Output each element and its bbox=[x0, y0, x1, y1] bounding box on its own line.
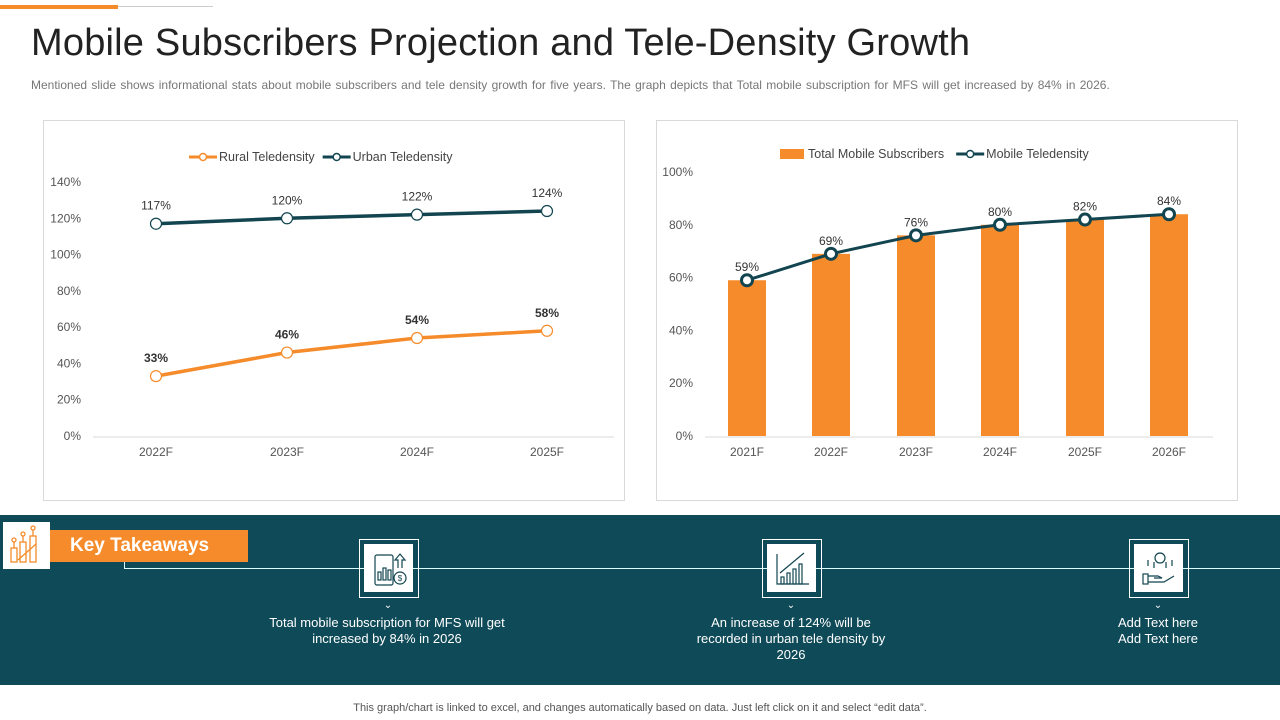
data-point bbox=[410, 208, 424, 221]
takeaway-node-2 bbox=[762, 539, 822, 598]
subscribers-chart-svg: 0% 20% 40% 60% 80% 100% 2021F 2022F 2023F 2024F 20… bbox=[662, 147, 1213, 459]
y-tick-label: 80% bbox=[669, 218, 693, 232]
connector-tick bbox=[124, 562, 125, 569]
chevron-down-icon: ⌄ bbox=[1153, 600, 1163, 611]
y-tick-label: 140% bbox=[50, 175, 81, 189]
data-point bbox=[149, 217, 163, 230]
hand-coin-icon bbox=[1142, 552, 1175, 585]
data-label: 58% bbox=[535, 306, 559, 320]
y-tick-label: 20% bbox=[57, 393, 81, 407]
y-tick-label: 0% bbox=[64, 429, 82, 443]
data-label: 33% bbox=[144, 351, 168, 365]
data-label: 54% bbox=[405, 313, 429, 327]
y-tick-label: 80% bbox=[57, 284, 81, 298]
data-label: 82% bbox=[1073, 200, 1097, 214]
data-point bbox=[909, 228, 923, 243]
connector-line bbox=[124, 568, 1280, 569]
takeaway-text-2: An increase of 124% will be recorded in … bbox=[696, 615, 886, 662]
data-point bbox=[824, 246, 838, 261]
bar bbox=[897, 235, 935, 436]
data-label: 122% bbox=[402, 190, 433, 204]
x-tick-label: 2024F bbox=[400, 445, 434, 459]
legend-label: Urban Teledensity bbox=[353, 150, 454, 164]
page-title: Mobile Subscribers Projection and Tele-D… bbox=[31, 22, 971, 64]
footer-note: This graph/chart is linked to excel, and… bbox=[353, 702, 927, 714]
data-label: 84% bbox=[1157, 194, 1181, 208]
data-point bbox=[280, 346, 294, 359]
accent-line bbox=[118, 6, 213, 7]
bar bbox=[1066, 219, 1104, 436]
takeaway-node-1: $ bbox=[359, 539, 419, 598]
x-tick-label: 2022F bbox=[139, 445, 173, 459]
bar bbox=[981, 224, 1019, 436]
teledensity-chart-svg: 0% 20% 40% 60% 80% 100% 120% 140% 2022F 2023F 2024… bbox=[50, 150, 614, 459]
key-takeaways-label: Key Takeaways bbox=[50, 530, 248, 562]
mobile-chart-dollar-icon: $ bbox=[374, 553, 407, 586]
legend-marker bbox=[198, 152, 208, 162]
takeaway-node-3 bbox=[1129, 539, 1189, 598]
chevron-down-icon: ⌄ bbox=[383, 600, 393, 611]
x-tick-label: 2026F bbox=[1152, 445, 1186, 459]
y-tick-label: 20% bbox=[669, 376, 693, 390]
svg-text:$: $ bbox=[398, 574, 403, 583]
data-point bbox=[280, 212, 294, 225]
legend-marker bbox=[332, 152, 341, 162]
data-point bbox=[540, 324, 554, 337]
data-point bbox=[410, 331, 424, 345]
legend-label: Rural Teledensity bbox=[219, 150, 315, 164]
takeaway-text-3: Add Text here Add Text here bbox=[1118, 615, 1198, 646]
y-tick-label: 60% bbox=[57, 320, 81, 334]
legend-label: Total Mobile Subscribers bbox=[808, 147, 944, 161]
y-tick-label: 60% bbox=[669, 271, 693, 285]
legend-swatch bbox=[780, 149, 804, 159]
takeaway-text-1: Total mobile subscription for MFS will g… bbox=[269, 615, 505, 646]
data-label: 124% bbox=[532, 186, 563, 200]
bar bbox=[812, 253, 850, 436]
y-tick-label: 40% bbox=[669, 323, 693, 337]
data-label: 117% bbox=[141, 199, 171, 213]
bar bbox=[1150, 214, 1188, 436]
x-tick-label: 2023F bbox=[899, 445, 933, 459]
x-tick-label: 2022F bbox=[814, 445, 848, 459]
y-tick-label: 100% bbox=[662, 165, 693, 179]
growth-plants-icon bbox=[3, 522, 50, 569]
data-label: 69% bbox=[819, 234, 843, 248]
chevron-down-icon: ⌄ bbox=[786, 600, 796, 611]
x-tick-label: 2025F bbox=[530, 445, 564, 459]
bar bbox=[728, 280, 766, 436]
data-label: 76% bbox=[904, 215, 928, 229]
x-tick-label: 2025F bbox=[1068, 445, 1102, 459]
series-line bbox=[155, 209, 548, 226]
page-subtitle: Mentioned slide shows informational stat… bbox=[31, 78, 1110, 92]
legend-marker bbox=[965, 149, 975, 159]
y-tick-label: 100% bbox=[50, 248, 81, 262]
legend-label: Mobile Teledensity bbox=[986, 147, 1089, 161]
data-label: 59% bbox=[735, 260, 759, 274]
data-label: 120% bbox=[272, 193, 303, 207]
data-point bbox=[149, 370, 163, 383]
y-tick-label: 0% bbox=[676, 429, 694, 443]
y-tick-label: 40% bbox=[57, 356, 81, 370]
growth-chart-icon bbox=[776, 552, 809, 585]
data-label: 80% bbox=[988, 205, 1012, 219]
x-tick-label: 2023F bbox=[270, 445, 304, 459]
data-point bbox=[540, 204, 554, 218]
data-point bbox=[740, 273, 754, 288]
data-point bbox=[1162, 207, 1176, 222]
accent-bar bbox=[0, 5, 118, 9]
x-tick-label: 2021F bbox=[730, 445, 764, 459]
data-label: 46% bbox=[275, 328, 299, 342]
series-line bbox=[155, 329, 548, 378]
series-line bbox=[746, 212, 1170, 282]
data-point bbox=[1078, 212, 1092, 227]
data-point bbox=[993, 217, 1007, 232]
x-tick-label: 2024F bbox=[983, 445, 1017, 459]
teledensity-chart[interactable]: 0% 20% 40% 60% 80% 100% 120% 140% 2022F 2023F 2024… bbox=[43, 120, 625, 501]
y-tick-label: 120% bbox=[50, 211, 81, 225]
subscribers-chart[interactable]: 0% 20% 40% 60% 80% 100% 2021F 2022F 2023F 2024F 20… bbox=[656, 120, 1238, 501]
